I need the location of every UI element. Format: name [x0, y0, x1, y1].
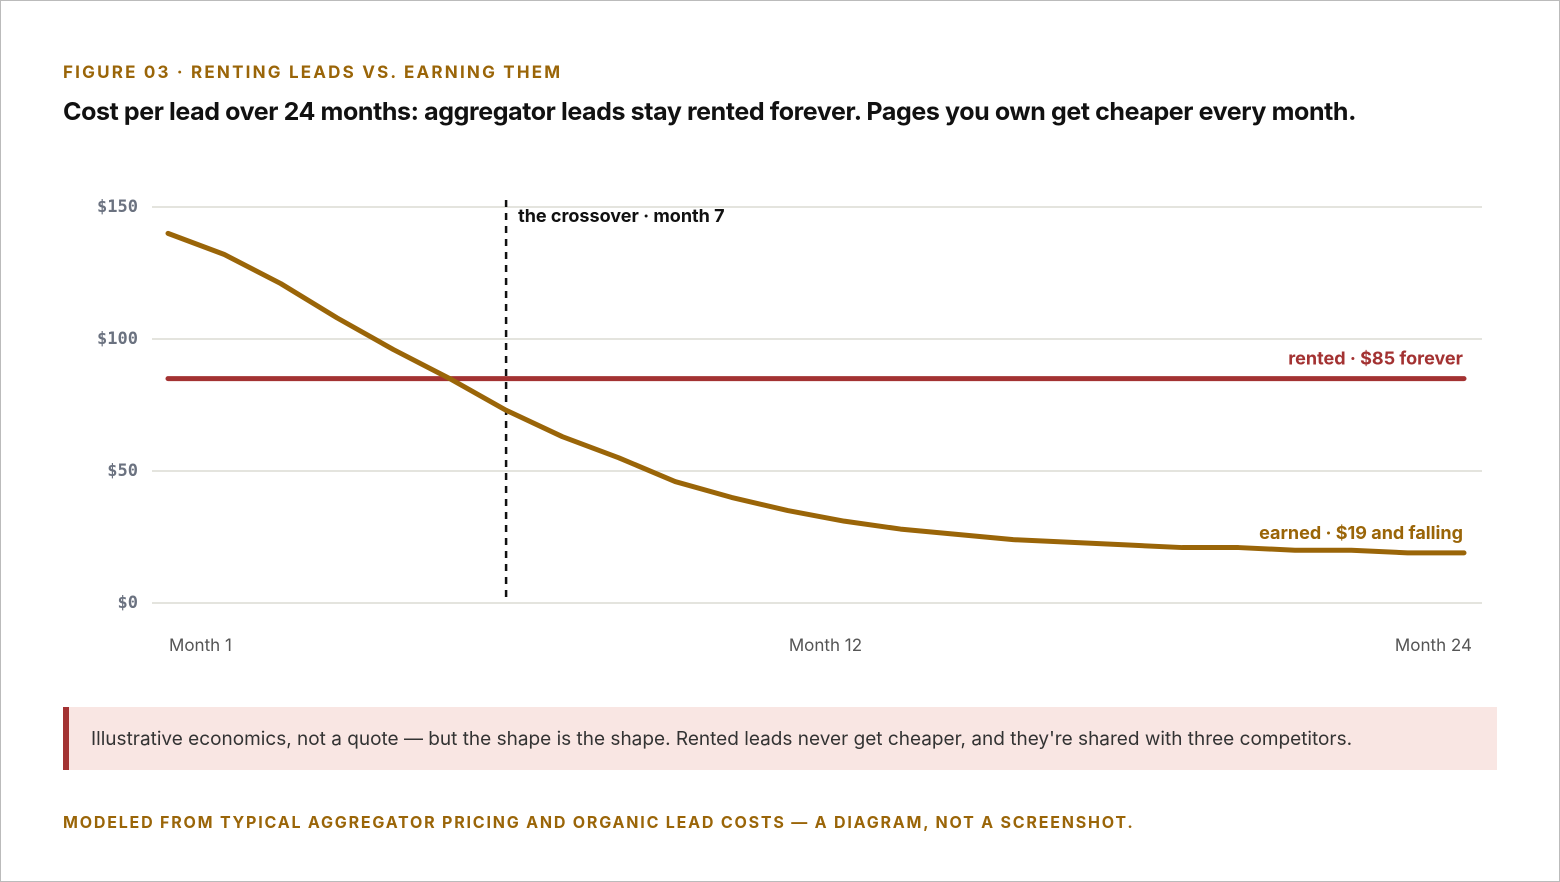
x-tick-label: Month 24: [1395, 636, 1472, 656]
y-tick-label: $50: [107, 461, 138, 481]
series-label: rented · $85 forever: [1288, 349, 1463, 370]
note-accent: [63, 707, 69, 770]
y-tick-label: $100: [97, 329, 138, 349]
note: Illustrative economics, not a quote — bu…: [91, 727, 1352, 750]
note-box: [63, 707, 1497, 770]
plot: $0 $50 $100 $150 Month 1 Month 12 Month 24 the …: [97, 197, 1482, 656]
footer: MODELED FROM TYPICAL AGGREGATOR PRICING …: [63, 812, 1135, 832]
y-tick-label: $0: [118, 593, 138, 613]
chart-title: Cost per lead over 24 months: aggregator…: [63, 97, 1356, 127]
series-label: earned · $19 and falling: [1259, 523, 1463, 544]
y-tick-label: $150: [97, 197, 138, 217]
series-line: [165, 230, 1467, 556]
crossover-label: the crossover · month 7: [518, 206, 725, 227]
x-tick-label: Month 1: [169, 636, 232, 656]
x-tick-label: Month 12: [789, 636, 862, 656]
kicker: FIGURE 03 · RENTING LEADS VS. EARNING TH…: [63, 63, 562, 83]
